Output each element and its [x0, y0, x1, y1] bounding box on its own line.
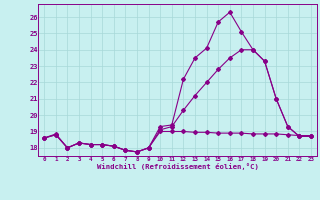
- X-axis label: Windchill (Refroidissement éolien,°C): Windchill (Refroidissement éolien,°C): [97, 163, 259, 170]
